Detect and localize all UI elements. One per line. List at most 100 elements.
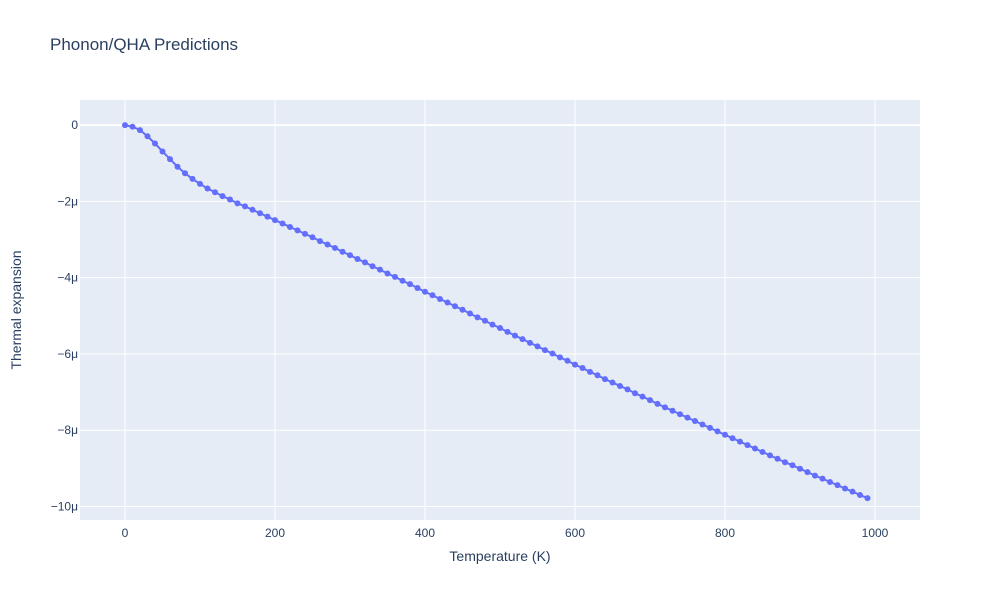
data-point[interactable]	[324, 241, 331, 248]
data-point[interactable]	[309, 234, 316, 241]
data-point[interactable]	[474, 314, 481, 321]
data-point[interactable]	[812, 472, 818, 479]
data-point[interactable]	[234, 200, 241, 207]
data-point[interactable]	[572, 361, 578, 368]
data-point[interactable]	[864, 495, 871, 502]
data-point[interactable]	[399, 277, 406, 284]
data-point[interactable]	[782, 459, 788, 466]
data-point[interactable]	[699, 421, 706, 428]
data-point[interactable]	[849, 488, 856, 495]
data-point[interactable]	[677, 411, 683, 418]
data-point[interactable]	[452, 303, 458, 310]
data-point[interactable]	[722, 431, 728, 438]
data-point[interactable]	[804, 469, 811, 476]
data-point[interactable]	[714, 428, 721, 435]
data-point[interactable]	[639, 393, 646, 400]
data-point[interactable]	[219, 193, 226, 200]
data-point[interactable]	[242, 203, 248, 210]
data-point[interactable]	[182, 170, 188, 177]
data-point[interactable]	[392, 273, 398, 280]
data-point[interactable]	[317, 238, 323, 245]
data-point[interactable]	[422, 288, 428, 295]
data-point[interactable]	[189, 175, 196, 182]
data-point[interactable]	[489, 321, 496, 328]
data-point[interactable]	[534, 343, 541, 350]
data-point[interactable]	[332, 244, 338, 251]
data-point[interactable]	[564, 357, 571, 364]
data-point[interactable]	[654, 400, 661, 407]
data-point[interactable]	[197, 180, 203, 187]
data-point[interactable]	[857, 492, 863, 499]
data-point[interactable]	[407, 281, 413, 288]
data-point[interactable]	[444, 299, 451, 306]
data-point[interactable]	[204, 185, 211, 192]
data-point[interactable]	[384, 270, 391, 277]
data-point[interactable]	[152, 140, 158, 147]
data-point[interactable]	[759, 448, 766, 455]
data-point[interactable]	[339, 248, 346, 255]
data-point[interactable]	[272, 217, 278, 224]
data-point[interactable]	[602, 376, 608, 383]
data-point[interactable]	[467, 310, 473, 317]
data-point[interactable]	[249, 206, 256, 213]
data-point[interactable]	[624, 386, 631, 393]
data-point[interactable]	[257, 210, 263, 217]
data-point[interactable]	[519, 336, 526, 343]
data-point[interactable]	[369, 263, 376, 270]
data-point[interactable]	[707, 424, 713, 431]
data-point[interactable]	[609, 379, 616, 386]
data-point[interactable]	[279, 220, 286, 227]
data-point[interactable]	[647, 397, 653, 404]
data-point[interactable]	[819, 475, 826, 482]
data-point[interactable]	[144, 133, 151, 140]
data-point[interactable]	[542, 347, 548, 354]
data-point[interactable]	[227, 196, 233, 203]
data-point[interactable]	[527, 339, 533, 346]
data-point[interactable]	[122, 122, 128, 129]
data-point[interactable]	[774, 455, 781, 462]
data-point[interactable]	[512, 332, 518, 339]
data-point[interactable]	[797, 465, 803, 472]
data-point[interactable]	[459, 306, 466, 313]
data-point[interactable]	[737, 438, 743, 445]
data-point[interactable]	[632, 390, 638, 397]
data-point[interactable]	[594, 372, 601, 379]
data-point[interactable]	[414, 284, 421, 291]
data-point[interactable]	[129, 123, 136, 130]
data-point[interactable]	[437, 296, 443, 303]
data-point[interactable]	[789, 462, 796, 469]
data-point[interactable]	[159, 148, 166, 155]
data-point[interactable]	[729, 435, 736, 442]
data-point[interactable]	[377, 266, 383, 273]
data-point[interactable]	[294, 227, 301, 234]
data-point[interactable]	[302, 230, 308, 237]
data-point[interactable]	[767, 452, 773, 459]
data-point[interactable]	[669, 407, 676, 414]
data-point[interactable]	[617, 382, 623, 389]
data-point[interactable]	[579, 365, 586, 372]
data-point[interactable]	[354, 256, 361, 262]
data-point[interactable]	[362, 259, 368, 266]
data-point[interactable]	[834, 482, 841, 489]
data-point[interactable]	[684, 414, 691, 421]
data-point[interactable]	[429, 292, 436, 299]
data-point[interactable]	[842, 485, 848, 492]
data-point[interactable]	[287, 223, 293, 230]
data-point[interactable]	[497, 325, 503, 332]
data-point[interactable]	[347, 252, 353, 259]
data-point[interactable]	[744, 442, 751, 449]
data-point[interactable]	[482, 317, 488, 324]
data-point[interactable]	[549, 350, 556, 357]
data-point[interactable]	[692, 418, 698, 425]
data-point[interactable]	[167, 156, 173, 163]
data-point[interactable]	[557, 354, 563, 361]
data-point[interactable]	[752, 445, 758, 452]
data-point[interactable]	[504, 328, 511, 335]
data-point[interactable]	[587, 368, 593, 375]
data-point[interactable]	[264, 213, 271, 220]
data-point[interactable]	[174, 163, 181, 170]
data-point[interactable]	[662, 404, 668, 411]
data-point[interactable]	[212, 189, 218, 196]
data-point[interactable]	[827, 479, 833, 486]
data-point[interactable]	[137, 127, 143, 134]
